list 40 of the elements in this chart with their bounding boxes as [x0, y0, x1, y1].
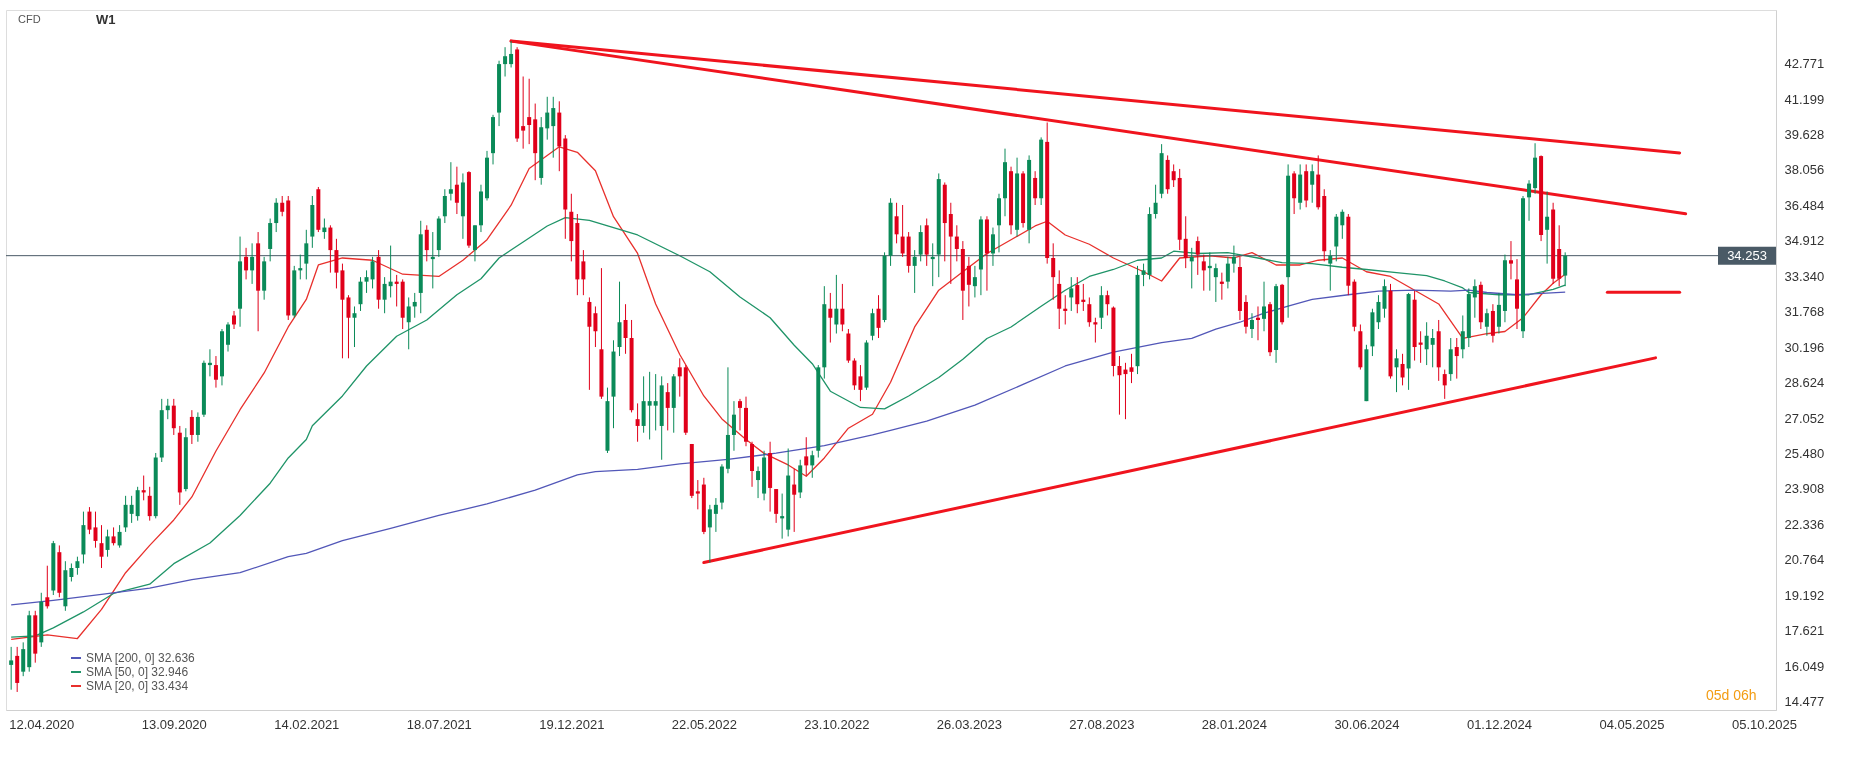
- x-tick-label: 05.10.2025: [1731, 716, 1797, 732]
- x-tick-label: 04.05.2025: [1599, 716, 1665, 732]
- y-tick-label: 16.049: [1784, 658, 1825, 674]
- y-tick-label: 17.621: [1784, 623, 1825, 639]
- y-tick-label: 28.624: [1784, 375, 1825, 391]
- x-tick-label: 12.04.2020: [9, 716, 75, 732]
- legend-label: SMA [200, 0] 32.636: [86, 651, 196, 665]
- x-tick-label: 14.02.2021: [274, 716, 340, 732]
- y-tick-label: 38.056: [1784, 162, 1825, 178]
- y-tick-label: 14.477: [1784, 694, 1825, 709]
- x-tick-label: 27.08.2023: [1069, 716, 1135, 732]
- annotation: W1: [96, 12, 116, 27]
- y-tick-label: 41.199: [1784, 91, 1825, 107]
- y-tick-label: 30.196: [1784, 339, 1825, 355]
- y-tick-label: 34.912: [1784, 233, 1825, 249]
- y-tick-label: 36.484: [1784, 197, 1825, 213]
- legend-label: SMA [50, 0] 32.946: [86, 665, 189, 679]
- x-tick-label: 30.06.2024: [1334, 716, 1400, 732]
- y-tick-label: 23.908: [1784, 481, 1825, 497]
- x-tick-label: 26.03.2023: [936, 716, 1002, 732]
- x-tick-label: 01.12.2024: [1466, 716, 1532, 732]
- x-tick-label: 13.09.2020: [141, 716, 207, 732]
- y-tick-label: 27.052: [1784, 410, 1825, 426]
- y-tick-label: 25.480: [1784, 445, 1825, 461]
- x-tick-label: 22.05.2022: [671, 716, 737, 732]
- annotation: 05d 06h: [1706, 687, 1757, 703]
- y-tick-label: 42.771: [1784, 56, 1825, 72]
- ref-line-label: 34.253: [1727, 247, 1767, 263]
- y-tick-label: 33.340: [1784, 268, 1825, 284]
- y-tick-label: 22.336: [1784, 516, 1825, 532]
- y-tick-label: 31.768: [1784, 304, 1825, 320]
- x-tick-label: 23.10.2022: [804, 716, 870, 732]
- annotation: CFD: [18, 13, 41, 25]
- legend-label: SMA [20, 0] 33.434: [86, 679, 189, 693]
- y-tick-label: 39.628: [1784, 126, 1825, 142]
- x-tick-label: 18.07.2021: [406, 716, 472, 732]
- x-tick-label: 19.12.2021: [539, 716, 605, 732]
- x-tick-label: 28.01.2024: [1201, 716, 1267, 732]
- y-tick-label: 20.764: [1784, 552, 1825, 568]
- y-tick-label: 19.192: [1784, 587, 1825, 603]
